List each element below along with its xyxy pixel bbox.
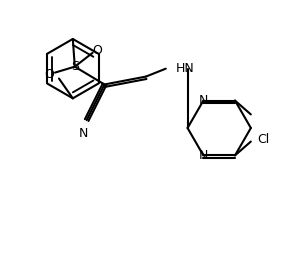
Text: O: O xyxy=(93,44,103,57)
Text: N: N xyxy=(79,128,88,140)
Text: S: S xyxy=(71,60,79,73)
Text: O: O xyxy=(44,68,54,81)
Text: HN: HN xyxy=(176,62,194,75)
Text: Cl: Cl xyxy=(257,133,269,146)
Text: N: N xyxy=(199,149,208,162)
Text: N: N xyxy=(199,94,208,107)
